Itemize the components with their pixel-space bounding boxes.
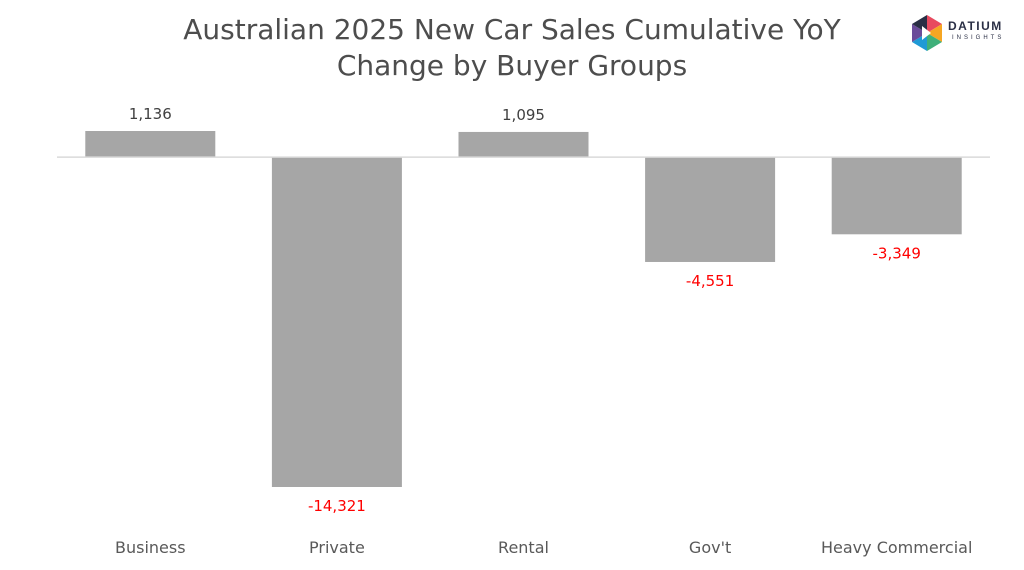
bar-private [271, 157, 402, 487]
bar-heavy-commercial [831, 157, 962, 235]
category-tick-label: Business [115, 538, 186, 557]
category-tick-label: Rental [498, 538, 549, 557]
category-tick-group: Business Private Rental Gov't Heavy Commerci… [115, 538, 972, 557]
bar-group [85, 131, 962, 487]
chart-title-line-1: Australian 2025 New Car Sales Cumulative… [183, 13, 841, 46]
data-label-group: 1,136 -14,321 1,095 -4,551 -3,349 [129, 105, 921, 515]
datium-logo: DATIUM INSIGHTS [910, 14, 1020, 54]
bar-gov-t [645, 157, 776, 262]
data-label: -14,321 [308, 497, 366, 515]
category-tick-label: Private [309, 538, 365, 557]
data-label: 1,136 [129, 105, 172, 123]
category-tick-label: Heavy Commercial [821, 538, 972, 557]
bar-rental [458, 131, 589, 158]
chart-title-line-2: Change by Buyer Groups [336, 49, 688, 82]
data-label: -3,349 [873, 244, 921, 262]
category-tick-label: Gov't [689, 538, 731, 557]
datium-logo-mark-icon [912, 15, 942, 51]
data-label: -4,551 [686, 272, 734, 290]
logo-subtext: INSIGHTS [952, 35, 1005, 41]
bar-business [85, 131, 216, 158]
logo-wordmark: DATIUM [948, 19, 1003, 33]
data-label: 1,095 [502, 106, 545, 124]
chart-title: Australian 2025 New Car Sales Cumulative… [0, 12, 1024, 84]
